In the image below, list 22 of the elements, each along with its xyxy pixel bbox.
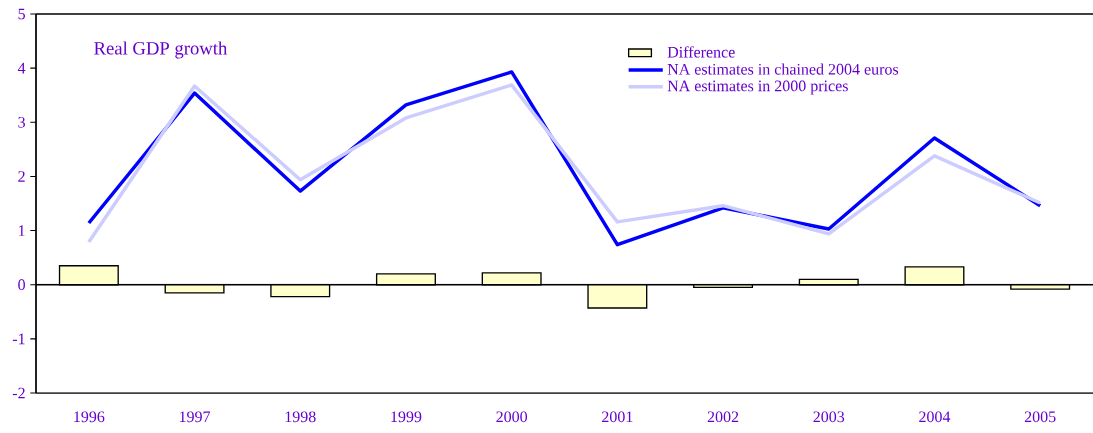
- x-tick-label: 2002: [707, 411, 739, 423]
- y-tick-label: 4: [17, 62, 26, 74]
- x-tick-label: 2003: [813, 411, 845, 423]
- x-tick-label: 1997: [179, 411, 211, 423]
- x-tick-label: 2004: [919, 411, 951, 423]
- y-tick-label: 0: [18, 279, 25, 291]
- x-tick-label: 1999: [391, 411, 422, 423]
- y-tick-label: -1: [12, 333, 25, 345]
- y-tick-label: 3: [18, 116, 25, 128]
- x-tick-label: 2000: [496, 411, 528, 423]
- legend-label: Difference: [667, 46, 735, 58]
- y-tick-label: 1: [19, 225, 25, 236]
- x-tick-label: 1996: [74, 411, 105, 423]
- y-tick-label: 5: [18, 8, 25, 20]
- x-tick-label: 1998: [285, 411, 316, 423]
- y-tick-label: 2: [18, 171, 25, 182]
- legend-label: NA estimates in 2000 prices: [667, 80, 848, 95]
- x-tick-label: 2005: [1024, 411, 1056, 423]
- text: Real GDP growth: [94, 41, 228, 59]
- y-tick-label: -2: [12, 387, 25, 399]
- x-tick-label: 2001: [602, 411, 633, 423]
- legend-label: NA estimates in chained 2004 euros: [667, 63, 899, 75]
